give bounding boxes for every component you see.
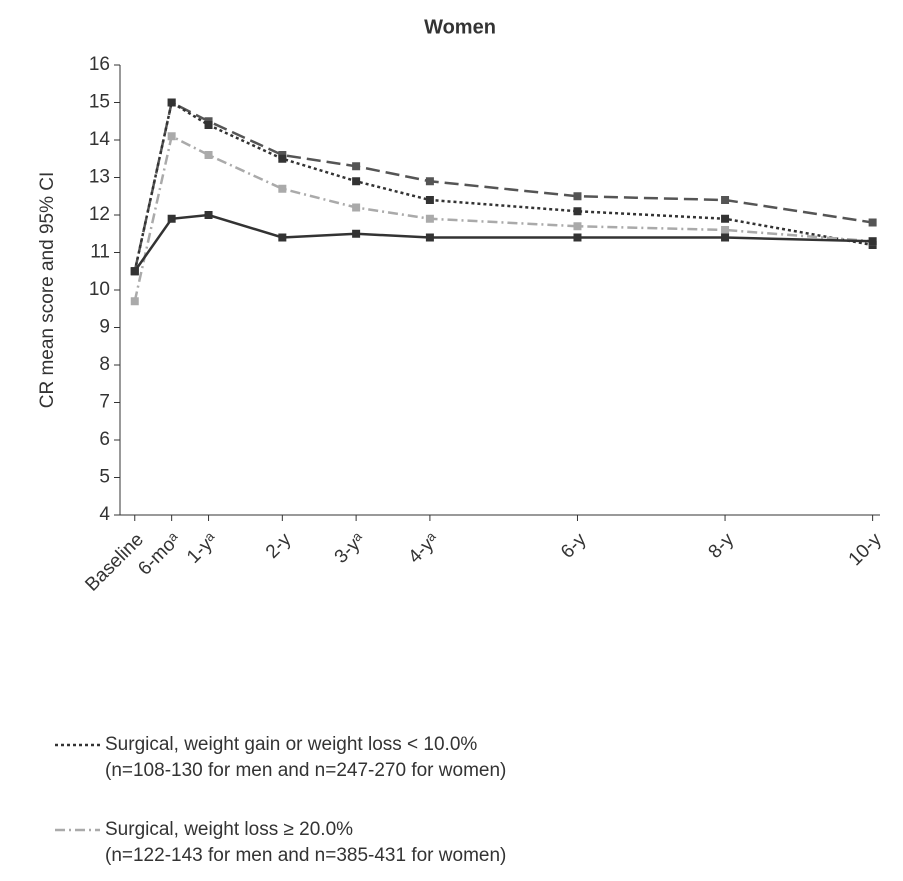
point xyxy=(425,196,434,204)
point xyxy=(278,184,287,193)
point xyxy=(130,267,139,276)
legend-label: Surgical, weight loss ≥ 20.0% xyxy=(105,819,353,840)
x-tick-label: 2-y xyxy=(262,529,296,563)
x-tick-label: 8-y xyxy=(705,529,739,563)
y-tick-label: 12 xyxy=(89,204,110,225)
point xyxy=(573,233,582,242)
point xyxy=(721,226,730,234)
y-tick-label: 15 xyxy=(89,92,110,113)
legend-note: (n=108-130 for men and n=247-270 for wom… xyxy=(105,760,506,781)
y-tick-label: 8 xyxy=(99,354,110,375)
point xyxy=(130,297,139,306)
y-tick-label: 7 xyxy=(99,392,110,413)
point xyxy=(573,192,582,201)
point xyxy=(352,229,361,238)
point xyxy=(204,121,213,129)
point xyxy=(278,154,287,163)
series-line xyxy=(133,213,873,272)
series-line xyxy=(133,134,873,302)
legend-label: Surgical, weight gain or weight loss < 1… xyxy=(105,734,477,755)
y-tick-label: 9 xyxy=(99,317,110,338)
series-line xyxy=(133,100,873,272)
point xyxy=(721,214,730,223)
point xyxy=(425,233,434,242)
x-tick-label: 6-y xyxy=(557,529,591,563)
x-tick-label: 10-y xyxy=(845,529,886,570)
point xyxy=(278,233,287,242)
y-tick-label: 16 xyxy=(89,54,110,75)
point xyxy=(352,162,361,171)
point xyxy=(868,218,877,227)
point xyxy=(721,196,730,204)
point xyxy=(167,214,176,223)
y-axis-label: CR mean score and 95% CI xyxy=(37,172,58,409)
x-tick-label: 3-yᵃ xyxy=(331,529,370,568)
point xyxy=(204,151,213,159)
y-tick-label: 13 xyxy=(89,167,110,188)
legend-note: (n=122-143 for men and n=385-431 for wom… xyxy=(105,845,506,866)
y-tick-label: 11 xyxy=(90,242,110,263)
y-tick-label: 14 xyxy=(89,129,111,150)
chart-title: Women xyxy=(424,16,496,38)
x-tick-label: 1-yᵃ xyxy=(183,529,222,568)
point xyxy=(167,132,176,141)
y-tick-label: 4 xyxy=(99,504,110,525)
point xyxy=(204,211,213,219)
x-tick-label: 6-moᵃ xyxy=(134,529,185,580)
point xyxy=(868,237,877,246)
point xyxy=(425,177,434,186)
point xyxy=(573,222,582,231)
series-line xyxy=(133,100,873,272)
point xyxy=(721,233,730,242)
point xyxy=(573,207,582,216)
y-tick-label: 6 xyxy=(99,429,110,450)
point xyxy=(425,214,434,223)
x-tick-label: 4-yᵃ xyxy=(404,529,443,568)
point xyxy=(352,177,361,186)
y-tick-label: 5 xyxy=(99,467,110,488)
y-tick-label: 10 xyxy=(89,279,110,300)
point xyxy=(352,203,361,212)
point xyxy=(167,98,176,107)
